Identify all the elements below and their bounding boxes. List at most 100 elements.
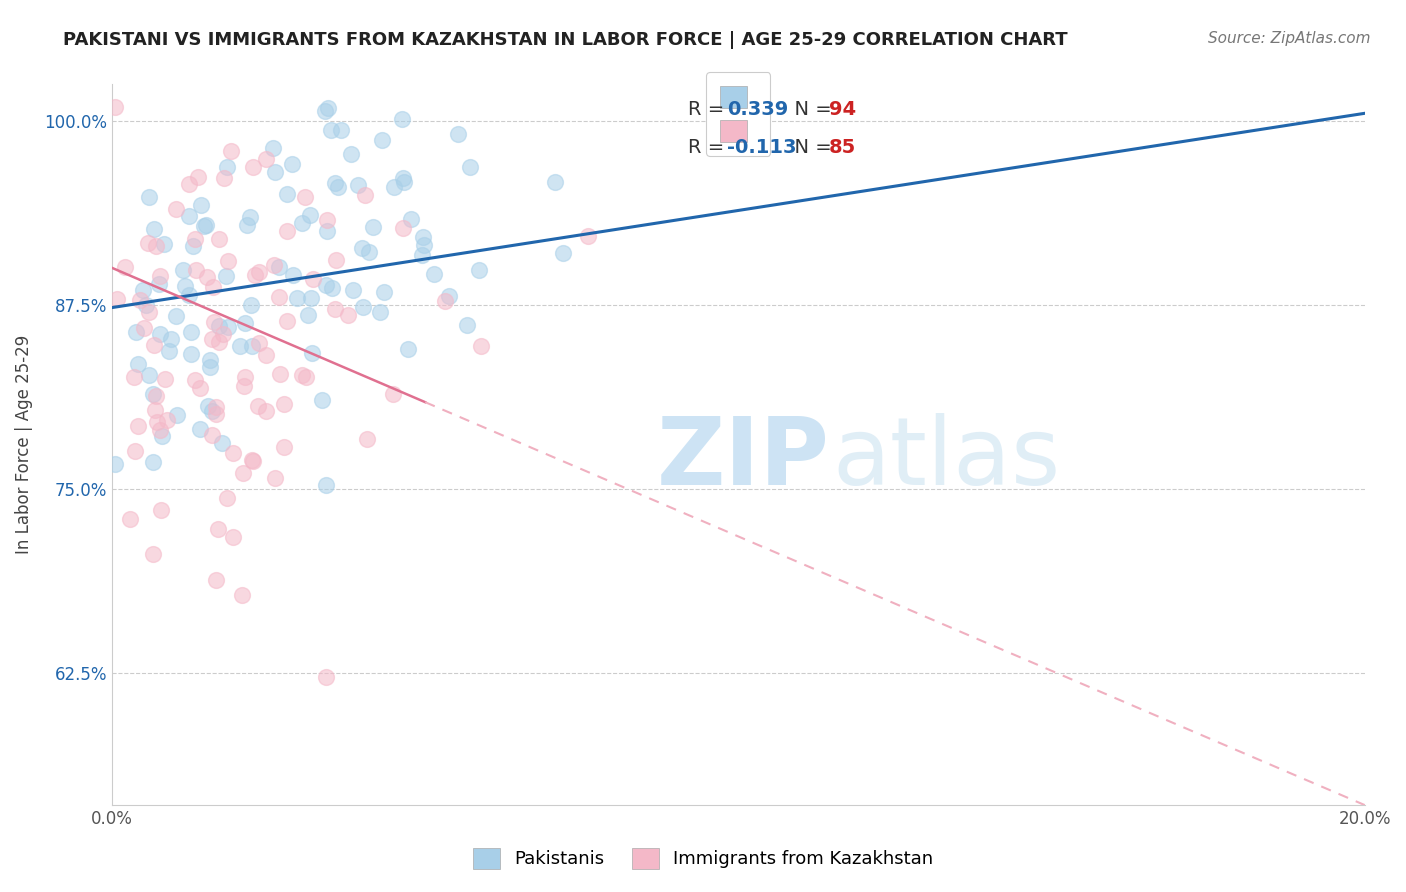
Text: N =: N = <box>782 138 838 157</box>
Point <box>215 268 238 283</box>
Point <box>177 209 200 223</box>
Point <box>285 291 308 305</box>
Point <box>323 176 346 190</box>
Point <box>142 222 165 236</box>
Point <box>143 403 166 417</box>
Point <box>132 321 155 335</box>
Point <box>281 156 304 170</box>
Point <box>281 268 304 282</box>
Text: ZIP: ZIP <box>657 413 830 505</box>
Point <box>212 170 235 185</box>
Point <box>104 100 127 114</box>
Point <box>447 127 470 141</box>
Point <box>138 304 160 318</box>
Point <box>146 415 169 429</box>
Point <box>205 400 228 414</box>
Point <box>135 298 157 312</box>
Point <box>195 269 218 284</box>
Point <box>269 367 291 381</box>
Text: 0.339: 0.339 <box>727 100 789 119</box>
Point <box>212 327 235 342</box>
Point <box>205 574 228 588</box>
Point <box>125 325 148 339</box>
Text: PAKISTANI VS IMMIGRANTS FROM KAZAKHSTAN IN LABOR FORCE | AGE 25-29 CORRELATION C: PAKISTANI VS IMMIGRANTS FROM KAZAKHSTAN … <box>63 31 1069 49</box>
Point <box>330 123 353 137</box>
Point <box>254 348 277 362</box>
Point <box>267 260 290 275</box>
Point <box>208 335 231 350</box>
Point <box>138 368 160 382</box>
Point <box>276 314 298 328</box>
Point <box>188 422 211 436</box>
Point <box>382 387 405 401</box>
Point <box>136 235 159 250</box>
Point <box>186 263 208 277</box>
Point <box>551 246 574 260</box>
Point <box>316 101 339 115</box>
Point <box>208 319 231 334</box>
Point <box>142 455 165 469</box>
Point <box>184 232 207 246</box>
Point <box>263 471 285 485</box>
Point <box>172 263 194 277</box>
Point <box>180 347 202 361</box>
Point <box>132 283 155 297</box>
Y-axis label: In Labor Force | Age 25-29: In Labor Force | Age 25-29 <box>15 334 32 554</box>
Point <box>391 112 413 126</box>
Point <box>104 457 127 471</box>
Point <box>456 318 478 333</box>
Point <box>396 342 419 356</box>
Point <box>232 378 254 392</box>
Point <box>294 190 316 204</box>
Point <box>297 308 319 322</box>
Point <box>155 413 177 427</box>
Point <box>299 291 322 305</box>
Point <box>190 198 212 212</box>
Point <box>148 277 170 291</box>
Point <box>197 399 219 413</box>
Point <box>142 387 165 401</box>
Point <box>194 218 217 232</box>
Point <box>211 435 233 450</box>
Point <box>240 298 263 312</box>
Point <box>321 123 343 137</box>
Point <box>458 160 481 174</box>
Point <box>468 262 491 277</box>
Text: 85: 85 <box>828 138 856 157</box>
Point <box>184 373 207 387</box>
Point <box>291 368 314 383</box>
Point <box>217 491 239 505</box>
Point <box>150 503 173 517</box>
Point <box>105 292 128 306</box>
Text: -0.113: -0.113 <box>727 138 797 157</box>
Point <box>347 178 370 192</box>
Text: Source: ZipAtlas.com: Source: ZipAtlas.com <box>1208 31 1371 46</box>
Point <box>240 338 263 352</box>
Text: R =: R = <box>689 100 731 119</box>
Point <box>165 202 187 216</box>
Point <box>217 320 239 334</box>
Point <box>145 389 167 403</box>
Point <box>187 169 209 184</box>
Point <box>247 265 270 279</box>
Text: N =: N = <box>782 100 838 119</box>
Point <box>263 258 285 272</box>
Text: R =: R = <box>689 138 731 157</box>
Point <box>254 153 277 167</box>
Point <box>124 444 146 458</box>
Point <box>128 293 150 307</box>
Point <box>301 346 323 360</box>
Point <box>392 171 415 186</box>
Point <box>235 370 257 384</box>
Point <box>361 220 384 235</box>
Point <box>439 289 461 303</box>
Point <box>201 403 224 417</box>
Point <box>174 278 197 293</box>
Point <box>391 220 413 235</box>
Point <box>145 239 167 253</box>
Point <box>276 186 298 201</box>
Point <box>371 133 394 147</box>
Point <box>254 404 277 418</box>
Point <box>356 432 378 446</box>
Point <box>321 280 343 294</box>
